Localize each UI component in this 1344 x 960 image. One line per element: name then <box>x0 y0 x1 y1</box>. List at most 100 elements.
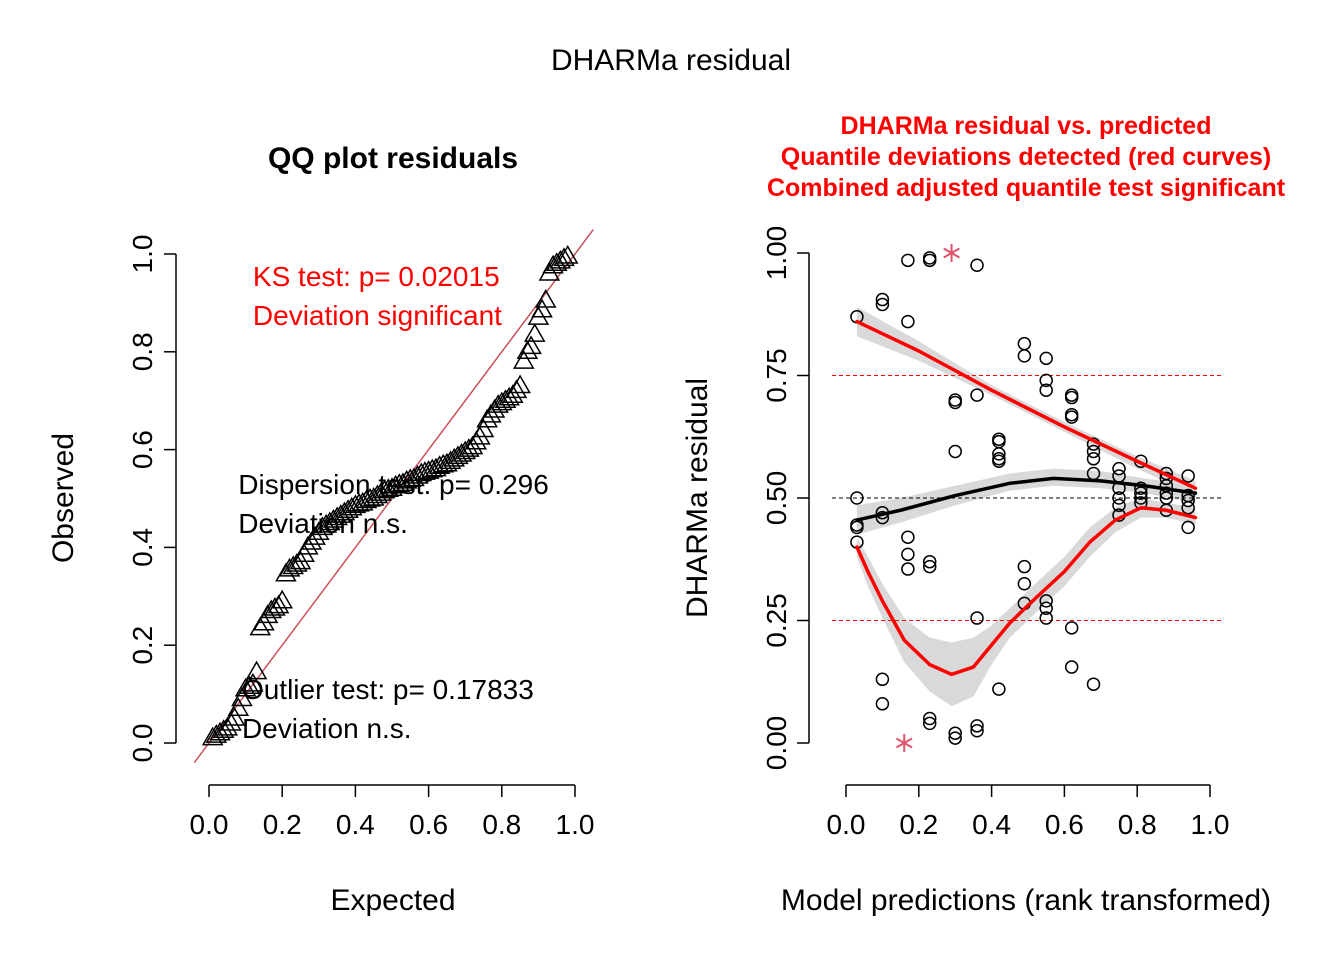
qq-point <box>242 672 264 692</box>
residual-point <box>1064 660 1079 674</box>
qq-point <box>545 252 568 272</box>
residual-plot-title-line-3: Combined adjusted quantile test signific… <box>767 174 1286 202</box>
residual-point <box>1181 520 1195 535</box>
residual-point <box>948 731 962 745</box>
residual-x-tick-label: 0.0 <box>827 809 866 840</box>
qq-y-axis-label: Observed <box>47 433 80 563</box>
residual-y-tick-label: 0.25 <box>761 593 792 648</box>
qq-point <box>458 438 480 457</box>
residual-points <box>850 251 1195 745</box>
qq-annotation-ks-line-2: Deviation significant <box>253 300 502 331</box>
residual-point <box>1086 444 1101 459</box>
residual-point <box>948 395 962 410</box>
residual-y-tick-label: 0.00 <box>761 716 792 771</box>
residual-point <box>1086 452 1101 466</box>
qq-point <box>315 513 337 533</box>
residual-point <box>1159 486 1174 500</box>
qq-plot-title: QQ plot residuals <box>268 142 518 175</box>
residual-x-tick-label: 0.8 <box>1118 809 1157 840</box>
qq-point <box>212 719 235 739</box>
residual-point <box>1181 469 1195 483</box>
residual-point <box>1039 611 1053 625</box>
residual-y-tick-label: 1.00 <box>761 226 792 281</box>
residual-x-tick-label: 1.0 <box>1191 809 1230 840</box>
residual-point <box>1134 481 1148 495</box>
quantile-curve-0.75 <box>855 319 1198 490</box>
residual-point <box>992 682 1006 696</box>
qq-point <box>388 473 411 493</box>
residual-point <box>1017 349 1032 363</box>
residual-point <box>1112 491 1126 505</box>
residual-axes: 0.0 0.2 0.4 0.6 0.8 1.0 0.00 0.25 0.50 0.75 1.00 <box>761 226 1229 840</box>
figure-title: DHARMa residual <box>551 44 791 77</box>
qq-point <box>260 599 283 619</box>
residual-point <box>922 253 937 268</box>
qq-point <box>399 468 422 488</box>
qq-annotation-ks-line-1: KS test: p= 0.02015 <box>253 261 500 292</box>
residual-point <box>1112 498 1126 513</box>
qq-point <box>351 491 374 511</box>
qq-point <box>450 442 473 462</box>
residual-point <box>970 719 984 733</box>
residual-plot-title-line-1: DHARMa residual vs. predicted <box>841 112 1212 140</box>
qq-point <box>231 687 253 707</box>
qq-point <box>271 589 293 609</box>
qq-point <box>340 496 363 516</box>
residual-point <box>1039 351 1053 366</box>
outlier-marker <box>895 734 913 752</box>
qq-point <box>384 474 407 494</box>
qq-point <box>234 677 257 697</box>
qq-y-tick-label: 0.8 <box>127 332 158 371</box>
qq-annotation-dispersion-line-2: Deviation n.s. <box>238 508 408 539</box>
residual-point <box>901 530 915 544</box>
qq-point <box>436 452 458 472</box>
qq-point <box>556 244 579 264</box>
qq-point <box>549 249 572 269</box>
qq-point <box>428 455 451 474</box>
residual-point <box>1064 621 1079 635</box>
qq-x-tick-label: 0.2 <box>263 809 302 840</box>
qq-point <box>337 499 359 518</box>
residual-point <box>922 711 937 726</box>
qq-point <box>209 721 231 741</box>
qq-point <box>201 726 224 746</box>
qq-point <box>381 477 403 496</box>
residual-point <box>1064 390 1079 405</box>
residual-vs-predicted-panel: DHARMa residual vs. predicted Quantile d… <box>681 112 1286 917</box>
qq-point <box>329 504 352 523</box>
residual-y-tick-label: 0.50 <box>761 471 792 526</box>
qq-y-tick-label: 0.0 <box>127 724 158 763</box>
qq-point <box>366 484 389 504</box>
qq-point <box>223 707 246 726</box>
qq-y-tick-label: 0.6 <box>127 430 158 469</box>
residual-y-axis-label: DHARMa residual <box>681 378 714 618</box>
qq-point <box>264 597 286 616</box>
qq-point <box>326 506 348 526</box>
residual-point <box>1039 594 1053 608</box>
qq-x-tick-label: 0.0 <box>190 809 229 840</box>
qq-point <box>318 511 341 531</box>
quantile-curve-0.25 <box>855 506 1198 677</box>
qq-points <box>201 244 579 746</box>
residual-point <box>901 314 915 329</box>
qq-point <box>553 247 575 267</box>
qq-point <box>286 553 308 572</box>
qq-x-axis-label: Expected <box>330 884 455 917</box>
residual-point <box>922 554 937 569</box>
qq-point <box>534 288 557 308</box>
qq-point <box>395 469 418 489</box>
qq-plot-panel: QQ plot residuals 0.0 0.2 0.4 0.6 0.8 1.00.00… <box>47 142 594 917</box>
quantile-band-0.25 <box>856 498 1196 707</box>
residual-plot-title-line-2: Quantile deviations detected (red curves… <box>781 143 1271 171</box>
qq-y-tick-label: 1.0 <box>127 235 158 274</box>
qq-point <box>403 467 425 487</box>
qq-point <box>531 298 553 318</box>
residual-point <box>901 253 915 268</box>
qq-point <box>373 479 396 499</box>
qq-point <box>370 482 392 501</box>
residual-point <box>901 547 915 562</box>
qq-point <box>542 254 564 274</box>
qq-point <box>443 447 466 467</box>
residual-point <box>875 510 890 525</box>
qq-point <box>392 472 414 492</box>
